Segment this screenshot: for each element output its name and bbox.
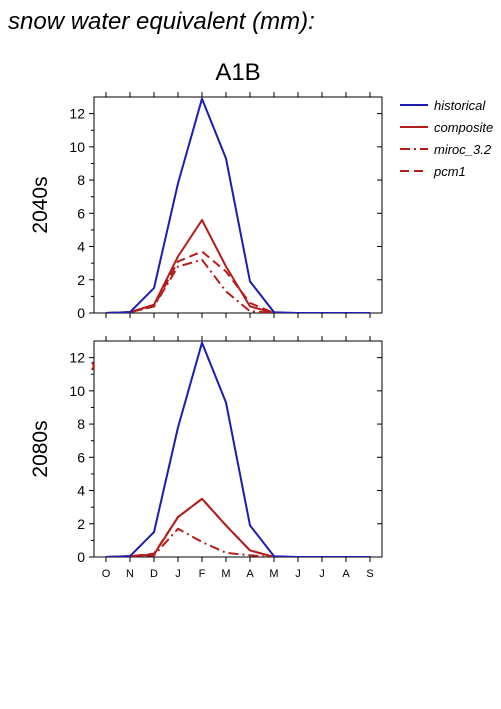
y-tick-label: 4 (77, 483, 85, 499)
legend-label: pcm1 (433, 164, 466, 179)
series-group (105, 341, 370, 557)
edge-marker (91, 361, 96, 371)
x-tick-label: J (295, 568, 301, 580)
series-line-pcm1 (105, 497, 370, 557)
y-tick-label: 12 (69, 350, 85, 366)
x-tick-label: J (175, 568, 181, 580)
page-title: snow water equivalent (mm): (8, 8, 315, 35)
legend-label: composite (434, 120, 493, 135)
y-tick-label: 8 (77, 172, 85, 188)
series-line-composite (105, 497, 370, 557)
legend-label: historical (434, 98, 486, 113)
y-tick-label: 4 (77, 239, 85, 255)
x-tick-label: M (221, 568, 230, 580)
x-tick-label: N (126, 568, 134, 580)
x-tick-label: S (366, 568, 373, 580)
y-tick-label: 6 (77, 205, 85, 221)
x-tick-label: M (269, 568, 278, 580)
y-tick-label: 6 (77, 449, 85, 465)
y-tick-label: 12 (69, 106, 85, 122)
scenario-title: A1B (215, 59, 260, 86)
x-tick-label: O (102, 568, 111, 580)
x-tick-label: A (246, 568, 254, 580)
y-axis-label: 2040s (29, 176, 52, 233)
y-tick-label: 0 (77, 305, 85, 321)
legend-item-composite: composite (400, 120, 493, 135)
plot-frame (93, 96, 383, 314)
series-line-historical (105, 97, 370, 313)
legend-item-miroc_3.2: miroc_3.2 (400, 142, 492, 157)
y-tick-label: 2 (77, 272, 85, 288)
series-line-pcm1 (105, 250, 370, 313)
panel-2080s: 0 2 4 6 8 10 12 O N D J F M A M J J A S 2080s (29, 336, 383, 580)
x-tick-label: A (342, 568, 350, 580)
legend-item-pcm1: pcm1 (400, 164, 466, 179)
series-line-miroc_3.2 (105, 527, 370, 557)
series-line-composite (105, 219, 370, 313)
y-tick-label: 8 (77, 416, 85, 432)
x-tick-label: D (150, 568, 158, 580)
y-tick-label: 10 (69, 139, 85, 155)
legend-label: miroc_3.2 (434, 142, 492, 157)
panel-2040s: 0 2 4 6 8 10 12 2040s (29, 92, 383, 321)
series-group (105, 97, 370, 313)
legend-item-historical: historical (400, 98, 486, 113)
legend: historical composite miroc_3.2 pcm1 (400, 98, 493, 179)
y-axis-label: 2080s (29, 420, 52, 477)
plot-frame (93, 340, 383, 558)
y-tick-label: 0 (77, 549, 85, 565)
y-tick-label: 2 (77, 516, 85, 532)
x-tick-label: F (199, 568, 206, 580)
series-line-historical (105, 341, 370, 557)
x-tick-label: J (319, 568, 325, 580)
y-tick-label: 10 (69, 383, 85, 399)
